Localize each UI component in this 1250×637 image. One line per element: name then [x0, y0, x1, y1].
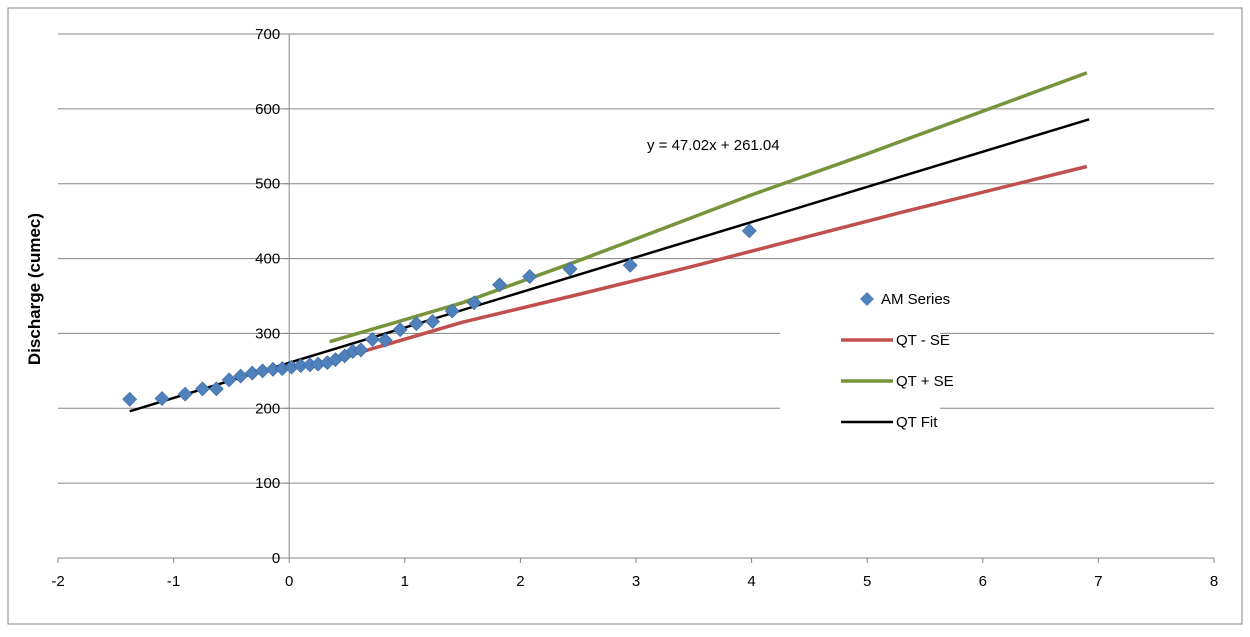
- x-tick-label: 3: [632, 573, 640, 590]
- x-tick-label: 7: [1094, 573, 1102, 590]
- data-point: [444, 303, 460, 319]
- legend: AM Series QT - SE QT + SE QT Fit: [780, 272, 954, 454]
- chart-border: [7, 7, 1243, 625]
- data-point: [377, 332, 393, 348]
- x-tick-label: 1: [401, 573, 409, 590]
- data-point: [177, 386, 193, 402]
- series-line-qt-se: [329, 71, 1088, 344]
- data-point: [195, 381, 210, 397]
- legend-label-qt-se: QT - SE: [896, 332, 950, 349]
- data-point: [154, 391, 170, 406]
- y-tick-label: 300: [255, 325, 280, 342]
- y-tick-label: 100: [255, 475, 280, 492]
- data-point: [741, 223, 757, 239]
- y-tick-label: 500: [255, 176, 280, 193]
- legend-label-qt-se: QT + SE: [896, 373, 954, 390]
- x-tick-label: 0: [285, 573, 293, 590]
- y-tick-label: 0: [272, 550, 280, 567]
- data-point: [208, 381, 224, 397]
- x-tick-label: -2: [51, 573, 64, 590]
- grid-lines: [58, 33, 1214, 484]
- data-point: [233, 368, 249, 384]
- x-tick-label: -1: [167, 573, 180, 590]
- legend-label-qt-fit: QT Fit: [896, 414, 938, 431]
- x-tick-label: 6: [979, 573, 987, 590]
- data-point: [365, 331, 380, 347]
- data-point: [466, 295, 482, 311]
- y-tick-label: 600: [255, 101, 280, 118]
- legend-marker-am-series: [860, 292, 874, 306]
- legend-label-am-series: AM Series: [881, 291, 950, 308]
- axes: 0 100 200 300 400 500 600 700 -2 -1 0 1 2 3 4 5 6 7 8: [51, 26, 1218, 590]
- series-layer: [122, 71, 1090, 413]
- series-line-qt-se: [352, 164, 1088, 357]
- data-point: [492, 277, 508, 293]
- x-tick-label: 5: [863, 573, 871, 590]
- legend-background: [780, 272, 940, 454]
- x-tick-label: 2: [516, 573, 524, 590]
- y-tick-label: 200: [255, 400, 280, 417]
- data-point: [392, 322, 408, 338]
- data-point: [408, 316, 424, 332]
- x-tick-label: 8: [1210, 573, 1218, 590]
- data-point: [522, 269, 538, 284]
- trendline-equation: y = 47.02x + 261.04: [647, 137, 780, 154]
- y-tick-label: 400: [255, 251, 280, 268]
- data-point: [622, 257, 638, 273]
- data-point: [425, 314, 440, 329]
- y-tick-label: 700: [255, 26, 280, 43]
- data-point: [221, 372, 237, 388]
- data-point: [562, 261, 578, 277]
- x-tick-label: 4: [747, 573, 755, 590]
- data-point: [122, 391, 138, 407]
- data-point: [353, 342, 369, 358]
- y-axis-title: Discharge (cumec): [25, 213, 44, 365]
